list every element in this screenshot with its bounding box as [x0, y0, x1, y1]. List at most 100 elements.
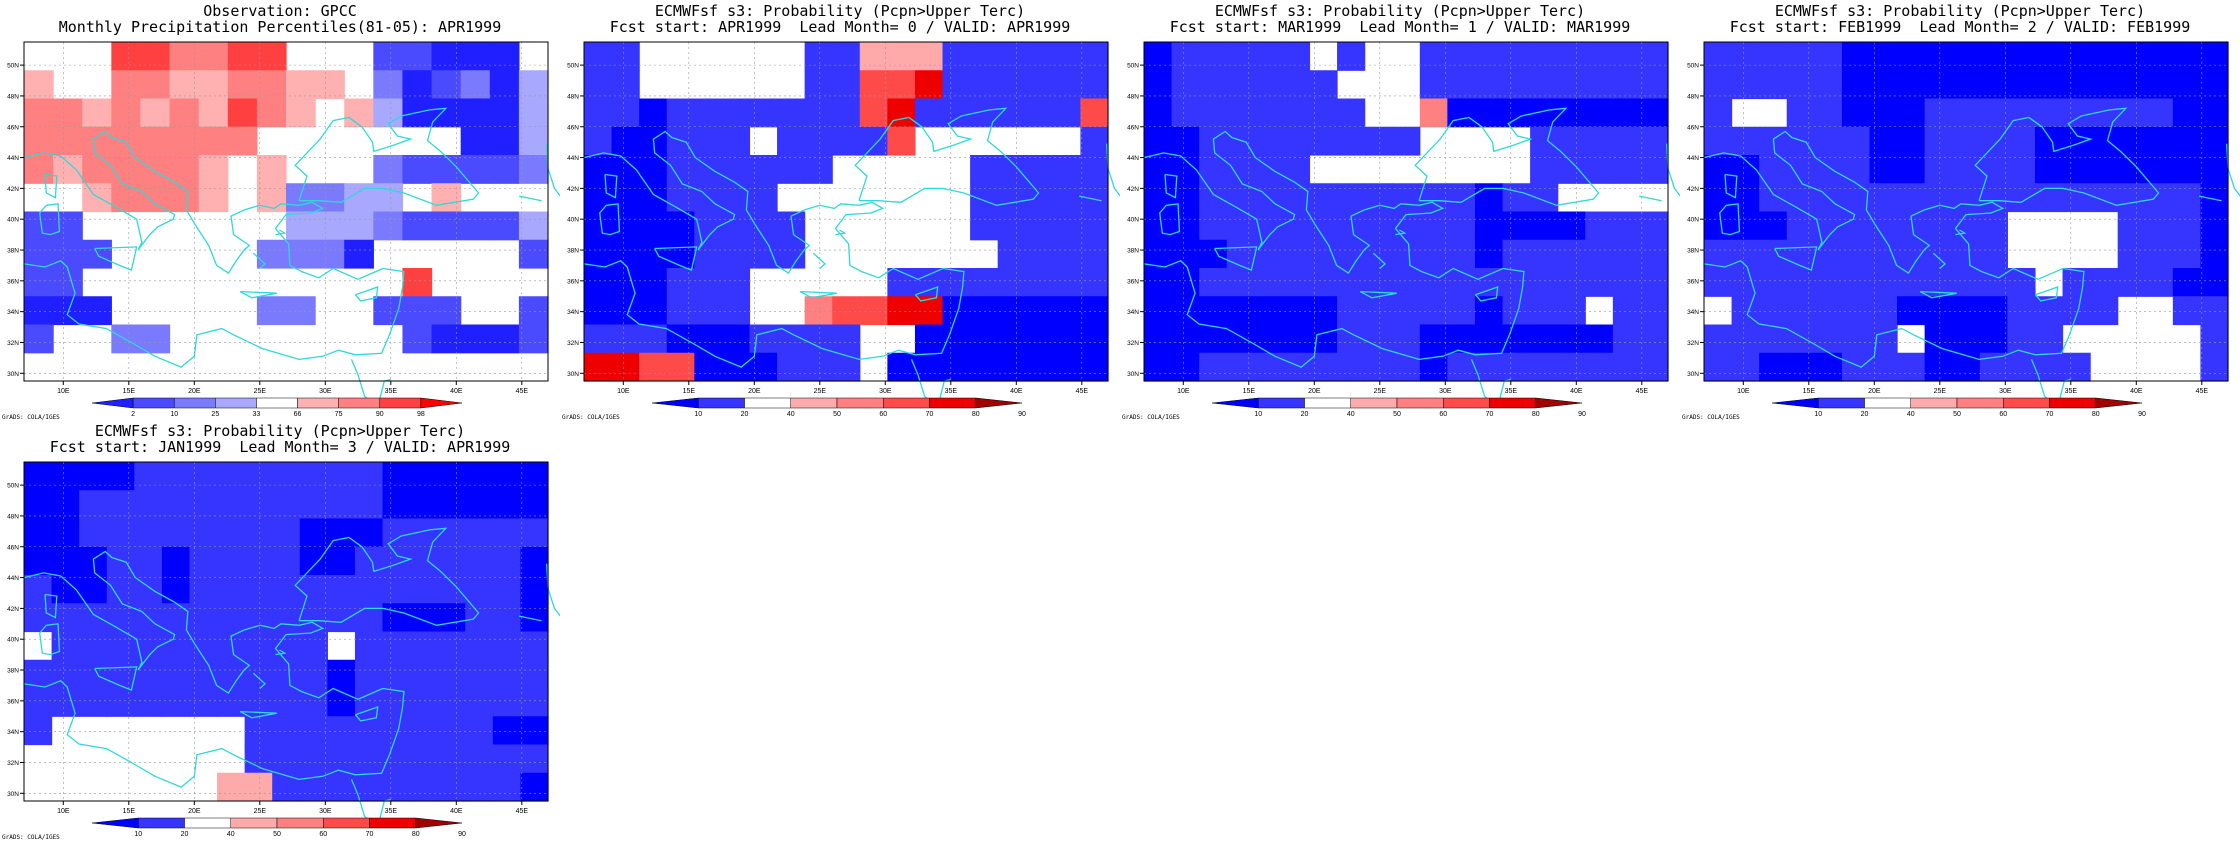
grid-cell	[1841, 98, 1871, 128]
grid-cell	[437, 603, 466, 633]
grid-cell	[1337, 42, 1366, 71]
grid-cell	[1502, 296, 1531, 326]
grid-cell	[134, 462, 163, 491]
grid-cell	[1052, 155, 1082, 184]
grid-cell	[2090, 126, 2119, 156]
grid-cell	[1814, 70, 1843, 100]
grid-cell	[217, 490, 246, 520]
grid-cell	[272, 518, 301, 548]
colorbar-label: 90	[376, 411, 384, 418]
grid-cell	[410, 631, 439, 661]
grid-cell	[315, 211, 345, 241]
grid-cell	[272, 575, 301, 604]
lat-tick-label: 34N	[1687, 309, 1699, 316]
grid-cell	[1704, 70, 1733, 100]
lon-tick-label: 45E	[516, 808, 529, 815]
grid-cell	[1557, 98, 1586, 128]
grid-cell	[431, 183, 462, 213]
colorbar-swatch	[379, 397, 422, 409]
coastline	[239, 290, 277, 299]
grid-cell	[1309, 239, 1338, 269]
grid-cell	[1759, 324, 1788, 354]
grid-cell	[1419, 70, 1448, 100]
grid-cell	[1786, 126, 1815, 156]
grid-cell	[997, 268, 1026, 297]
coastline	[1719, 203, 1741, 236]
grid-cell	[1786, 98, 1815, 128]
grid-cell	[373, 211, 404, 241]
grid-cell	[1530, 239, 1559, 269]
lat-tick-label: 40N	[1687, 217, 1699, 224]
grid-cell	[942, 70, 971, 100]
grid-cell	[286, 70, 316, 100]
grid-cell	[1704, 155, 1733, 184]
grid-cell	[1640, 352, 1669, 382]
lon-tick-label: 45E	[2196, 388, 2209, 395]
grid-cell	[1530, 126, 1559, 156]
grid-cell	[1337, 296, 1366, 326]
grid-cell	[1281, 296, 1311, 326]
grid-cell	[1814, 98, 1843, 128]
lat-tick-label: 44N	[7, 155, 19, 162]
grid-cell	[2172, 98, 2202, 128]
grid-cell	[2200, 98, 2229, 128]
grid-cell	[169, 155, 200, 184]
colorbar-swatch	[836, 397, 884, 409]
colorbar-swatch	[1396, 397, 1444, 409]
probability-map: 10E 15E 20E 25E 30E 35E 40E 45E 30N 32N 34N 36N 38N 4…	[567, 41, 1120, 418]
grid-cell	[997, 211, 1026, 241]
grid-cell	[1144, 296, 1173, 326]
grid-cell	[2090, 296, 2119, 326]
graticule	[24, 42, 548, 381]
grid-cell	[489, 155, 520, 184]
lon-tick-label: 10E	[1737, 388, 1750, 395]
grid-cell	[1841, 70, 1871, 100]
coastline	[2034, 286, 2059, 302]
grid-cell	[2034, 98, 2064, 128]
grid-cell	[1786, 352, 1815, 382]
lat-tick-label: 32N	[7, 340, 19, 347]
grid-cell	[1952, 126, 1981, 156]
grid-cell	[1640, 98, 1669, 128]
grid-cell	[611, 352, 640, 382]
grid-cell	[24, 688, 53, 717]
grid-cell	[887, 352, 916, 382]
grid-cell	[611, 239, 640, 269]
grid-cell	[1502, 324, 1531, 354]
lat-tick-label: 34N	[7, 729, 19, 736]
grid-cell	[1419, 183, 1448, 213]
lon-tick-label: 30E	[319, 808, 332, 815]
grid-cell	[611, 211, 640, 241]
map-panel-obs: Observation: GPCC Monthly Precipitation …	[0, 0, 560, 421]
grid-cell	[1640, 42, 1669, 71]
grid-cell	[24, 98, 54, 128]
colorbar-label: 66	[294, 411, 302, 418]
coastline	[604, 173, 618, 199]
grid-cell	[914, 296, 944, 326]
grid-cell	[2062, 42, 2091, 71]
grid-cell	[327, 659, 356, 689]
grid-cell	[1226, 211, 1255, 241]
grid-cell	[2007, 126, 2036, 156]
grid-cell	[24, 126, 54, 156]
grid-cell	[1814, 268, 1843, 297]
grid-cell	[1841, 126, 1871, 156]
lon-tick-label: 30E	[879, 388, 892, 395]
grid-cell	[518, 126, 549, 156]
grid-cell	[804, 324, 833, 354]
grid-cell	[1337, 98, 1366, 128]
grid-cell	[2090, 268, 2119, 297]
grid-cell	[1080, 211, 1109, 241]
colorbar-label: 60	[1439, 411, 1447, 418]
coastline	[1372, 252, 1386, 269]
grid-cell	[1640, 211, 1669, 241]
grid-cell	[721, 155, 751, 184]
grid-cell	[1025, 42, 1054, 71]
grid-cell	[666, 296, 695, 326]
grid-cell	[382, 603, 411, 633]
lon-tick-label: 40E	[1570, 388, 1583, 395]
grid-cell	[749, 155, 778, 184]
grid-cell	[79, 490, 108, 520]
colorbar: 10 20 40 50 60 70 80 90	[651, 397, 1026, 418]
lat-tick-label: 30N	[7, 791, 19, 798]
